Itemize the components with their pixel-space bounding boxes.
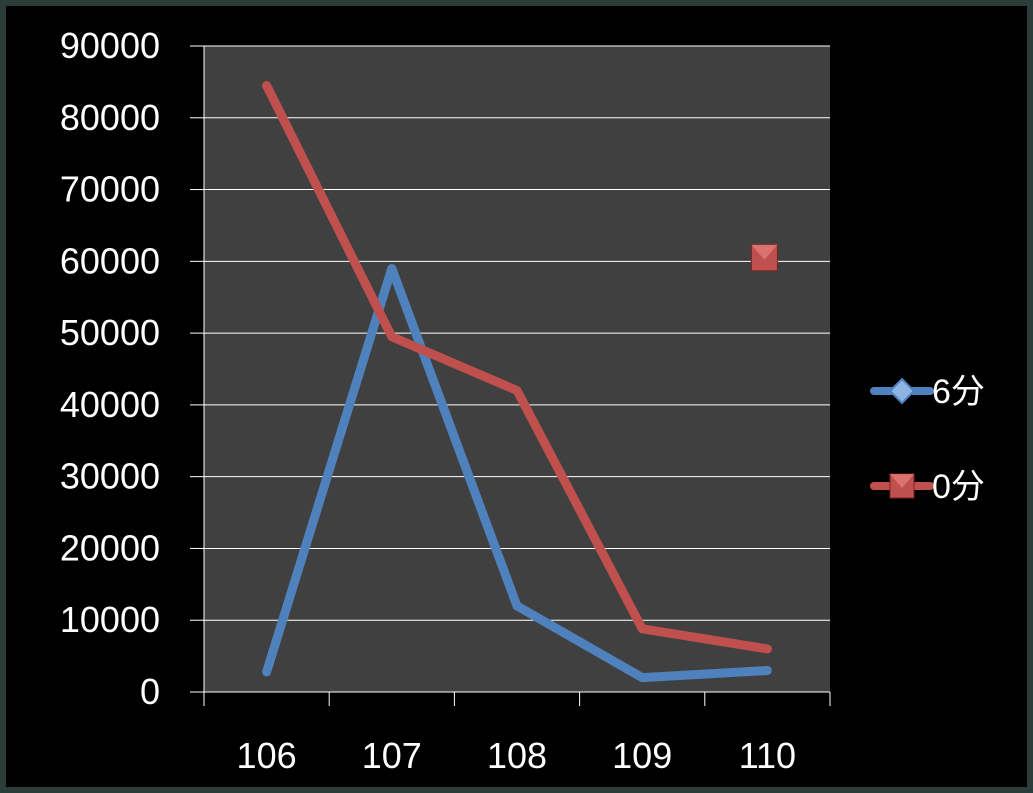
y-tick-label: 0	[140, 671, 160, 712]
legend-marker-square	[889, 473, 915, 499]
x-tick-label: 106	[237, 735, 297, 776]
markers	[750, 244, 778, 272]
y-tick-label: 70000	[60, 169, 160, 210]
x-tick-label: 107	[362, 735, 422, 776]
y-tick-label: 80000	[60, 97, 160, 138]
y-tick-label: 30000	[60, 456, 160, 497]
x-tick-label: 109	[612, 735, 672, 776]
legend: 6分 0分	[870, 373, 985, 506]
y-tick-label: 60000	[60, 240, 160, 281]
y-tick-label: 20000	[60, 527, 160, 568]
x-tick-label: 110	[739, 735, 796, 776]
series-lines	[262, 81, 772, 683]
legend-label: 0分	[932, 468, 985, 506]
line-chart: 0 10000 20000 30000 40000 50000 60000 70000 8000…	[60, 25, 985, 776]
legend-label: 6分	[932, 373, 985, 411]
y-tick-label: 10000	[60, 599, 160, 640]
plot-area	[204, 46, 830, 692]
x-tick-label: 108	[487, 735, 547, 776]
legend-marker-diamond	[888, 377, 916, 405]
axes	[190, 45, 831, 706]
data-marker	[750, 244, 778, 272]
gridlines	[204, 45, 830, 621]
marker-square-highlight	[751, 244, 778, 260]
y-tick-label: 40000	[60, 384, 160, 425]
y-tick-label: 90000	[60, 25, 160, 66]
x-axis-tick-labels: 106 107 108 109 110	[237, 735, 797, 776]
series-line-a	[262, 264, 772, 683]
y-axis-tick-labels: 0 10000 20000 30000 40000 50000 60000 70000 8000…	[60, 25, 160, 712]
chart-frame: 0 10000 20000 30000 40000 50000 60000 70000 8000…	[6, 6, 1027, 787]
marker-square-highlight	[890, 474, 914, 488]
series-line-b	[262, 81, 772, 654]
y-tick-label: 50000	[60, 312, 160, 353]
